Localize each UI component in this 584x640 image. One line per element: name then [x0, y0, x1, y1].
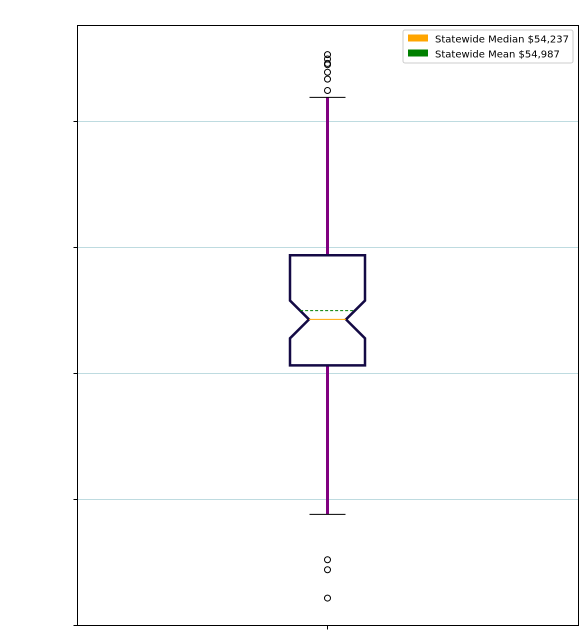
- box-plot: [288, 51, 367, 602]
- outlier-point: [324, 55, 331, 63]
- outlier-point: [324, 566, 331, 574]
- legend-swatch-median: [408, 34, 428, 42]
- outlier-point: [324, 86, 331, 94]
- legend-swatch-mean: [408, 49, 428, 57]
- outlier-point: [324, 68, 331, 76]
- legend-label-mean: Statewide Mean $54,987: [435, 50, 560, 61]
- outlier-point: [324, 59, 331, 67]
- outlier-point: [324, 556, 331, 564]
- legend-frame: [402, 29, 574, 64]
- plot-frame: [77, 25, 579, 626]
- notched-box: [288, 254, 367, 367]
- y-axis-ticks: [73, 121, 78, 626]
- outlier-point: [324, 51, 331, 59]
- legend-label-median: Statewide Median $54,237: [435, 35, 569, 46]
- outlier-point: [324, 75, 331, 83]
- legend: Statewide Median $54,237 Statewide Mean …: [402, 29, 574, 64]
- outlier-point: [324, 594, 331, 602]
